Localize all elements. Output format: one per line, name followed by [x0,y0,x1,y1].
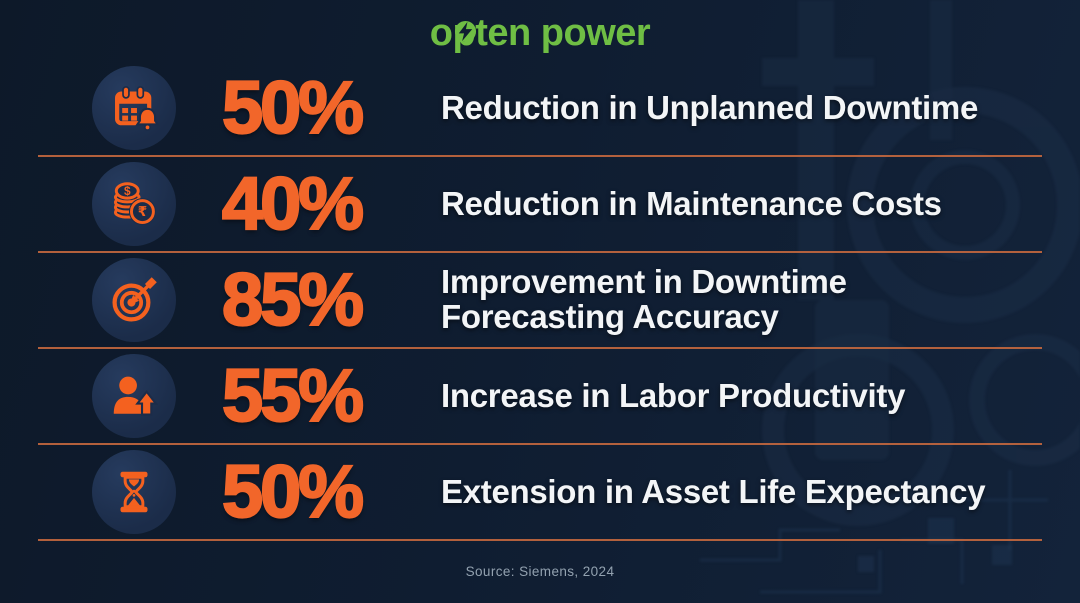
header: opten power [0,0,1080,61]
svg-text:$: $ [124,184,131,198]
worker-productivity-icon [92,354,176,438]
stat-label: Improvement in Downtime Forecasting Accu… [441,263,847,335]
stats-list: 50% Reduction in Unplanned Downtime [38,61,1042,541]
source-note: Source: Siemens, 2024 [465,563,615,579]
svg-text:₹: ₹ [138,204,147,220]
stat-label-line1: Reduction in Unplanned Downtime [441,88,979,126]
stat-row-forecasting-accuracy: 85% Improvement in Downtime Forecasting … [38,253,1042,349]
stat-row-labor-productivity: 55% Increase in Labor Productivity [38,349,1042,445]
stat-row-maintenance-costs: $ ₹ 40% Reduction in Maintenance Costs [38,157,1042,253]
hourglass-icon [92,450,176,534]
lightning-bolt-icon [454,20,477,43]
stat-label: Increase in Labor Productivity [441,376,906,414]
coins-money-icon: $ ₹ [92,162,176,246]
stat-percent: 50% [221,450,365,533]
stat-percent: 50% [221,66,365,149]
stat-label-line1: Increase in Labor Productivity [441,376,906,414]
stat-percent: 40% [221,162,365,245]
stat-label-line1: Extension in Asset Life Expectancy [441,472,986,510]
target-arrow-icon [92,258,176,342]
stat-label: Reduction in Unplanned Downtime [441,88,979,126]
brand-logo: opten power [430,12,651,55]
stat-row-asset-life: 50% Extension in Asset Life Expectancy [38,445,1042,541]
stat-label-line1: Reduction in Maintenance Costs [441,184,942,222]
stat-percent: 85% [221,258,365,341]
stat-label-line2: Forecasting Accuracy [441,298,779,335]
stat-row-unplanned-downtime: 50% Reduction in Unplanned Downtime [38,61,1042,157]
logo-text-rest: ten power [475,12,651,54]
stat-label: Reduction in Maintenance Costs [441,184,942,222]
footer: Source: Siemens, 2024 [0,541,1080,601]
stat-label-line1: Improvement in Downtime [441,263,847,301]
stat-label: Extension in Asset Life Expectancy [441,472,986,510]
calendar-alert-icon [92,66,176,150]
stat-percent: 55% [221,354,365,437]
